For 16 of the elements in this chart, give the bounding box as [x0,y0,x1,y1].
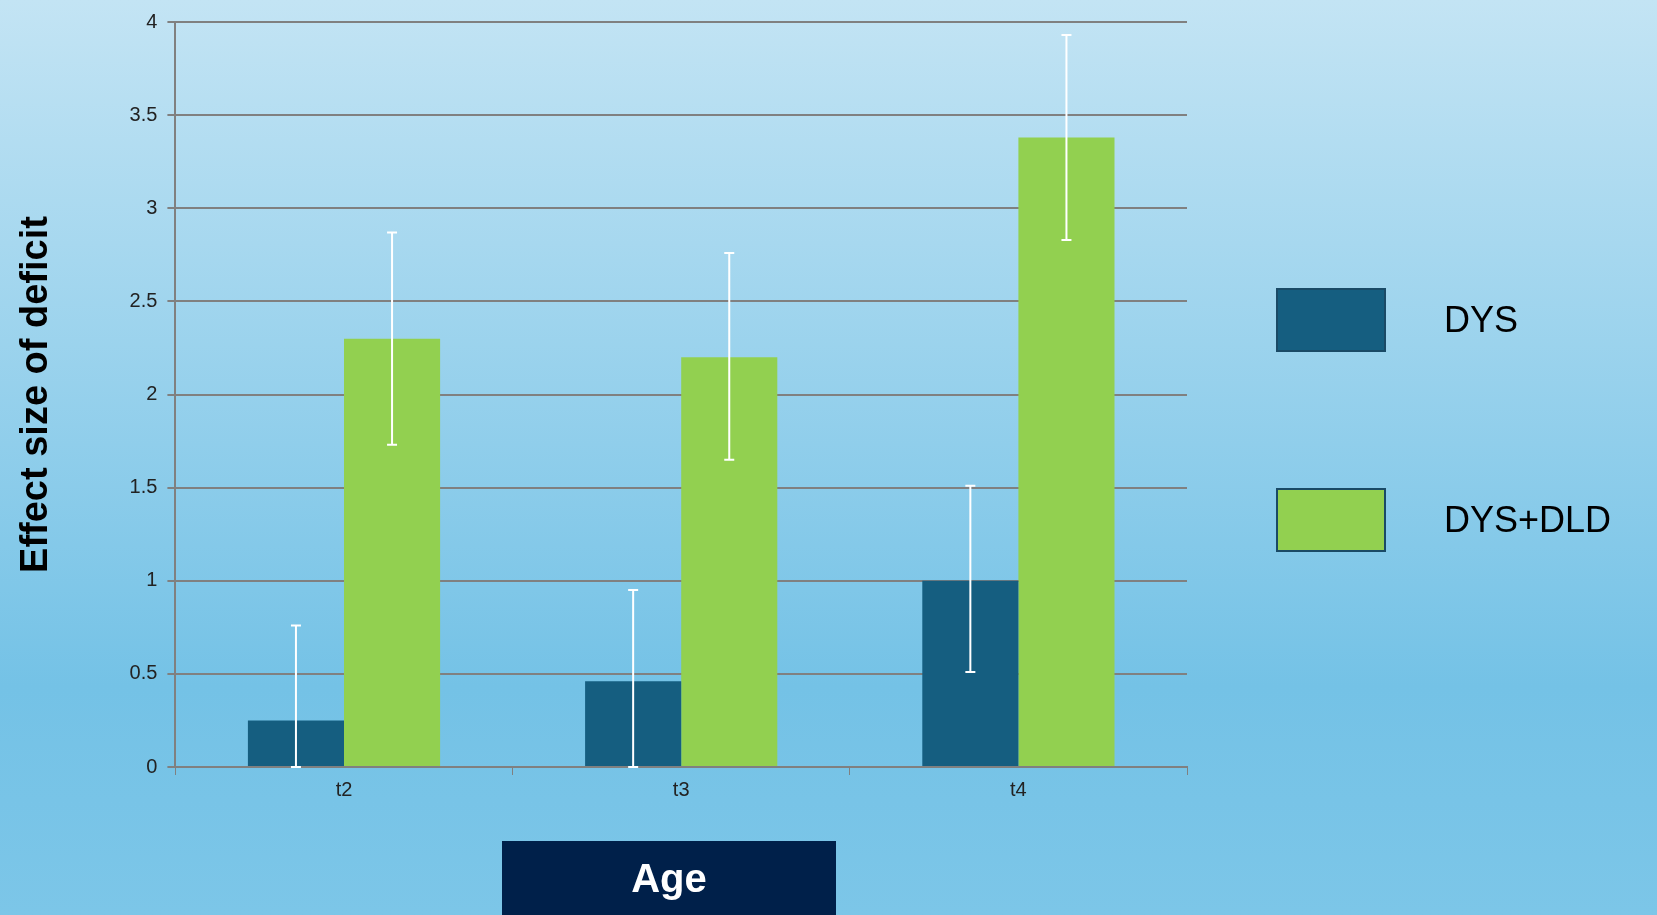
x-axis-title: Age [502,841,836,915]
y-axis-title: Effect size of deficit [13,215,56,573]
y-tick-label: 1.5 [129,475,158,498]
y-tick-label: 3 [146,195,158,218]
y-tick-label: 1 [146,568,158,591]
x-tick-label: t4 [1010,777,1027,800]
y-tick-label: 2 [146,382,158,405]
x-tick-label: t3 [672,777,690,800]
y-tick-label: 0.5 [129,661,158,684]
y-tick-label: 4 [146,9,158,32]
y-tick-label: 2.5 [129,288,158,311]
legend-label: DYS+DLD [1444,499,1612,541]
y-tick-label: 3.5 [129,102,158,125]
legend-label: DYS [1444,299,1519,341]
x-tick-label: t2 [335,777,353,800]
y-tick-label: 0 [146,754,158,777]
